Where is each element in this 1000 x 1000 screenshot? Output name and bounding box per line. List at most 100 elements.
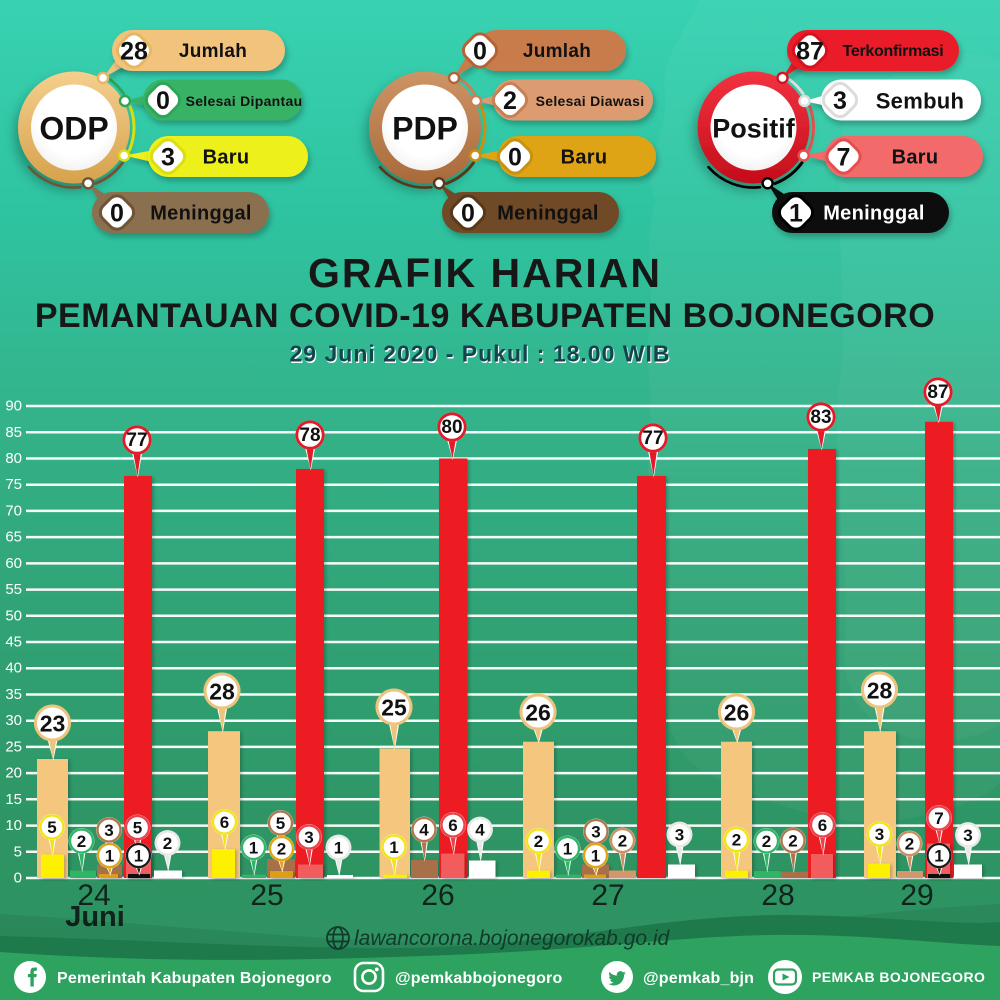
- svg-text:7: 7: [837, 144, 851, 172]
- svg-text:83: 83: [810, 407, 831, 428]
- svg-text:Jumlah: Jumlah: [523, 41, 591, 62]
- svg-text:28: 28: [867, 678, 893, 704]
- svg-text:26: 26: [525, 700, 551, 726]
- svg-text:6: 6: [818, 816, 827, 835]
- svg-text:1: 1: [591, 847, 600, 866]
- svg-text:2: 2: [905, 835, 914, 854]
- svg-text:Juni: Juni: [65, 901, 125, 933]
- svg-text:77: 77: [642, 428, 663, 449]
- svg-text:40: 40: [5, 660, 22, 677]
- svg-text:3: 3: [104, 821, 113, 840]
- svg-text:20: 20: [5, 765, 22, 782]
- svg-text:25: 25: [381, 695, 407, 721]
- svg-text:77: 77: [126, 430, 147, 451]
- svg-text:PEMANTAUAN COVID-19 KABUPATEN: PEMANTAUAN COVID-19 KABUPATEN BOJONEGORO: [35, 297, 935, 335]
- svg-text:PEMKAB BOJONEGORO: PEMKAB BOJONEGORO: [812, 969, 985, 985]
- svg-text:29 Juni 2020 - Pukul : 18.00 W: 29 Juni 2020 - Pukul : 18.00 WIB: [290, 341, 671, 367]
- svg-text:35: 35: [5, 686, 22, 703]
- svg-text:1: 1: [334, 839, 343, 858]
- svg-text:85: 85: [5, 424, 22, 441]
- svg-text:50: 50: [5, 607, 22, 624]
- svg-text:10: 10: [5, 817, 22, 834]
- svg-text:3: 3: [591, 823, 600, 842]
- svg-text:Selesai Diawasi: Selesai Diawasi: [536, 93, 645, 109]
- svg-text:5: 5: [47, 818, 56, 837]
- svg-text:2: 2: [762, 832, 771, 851]
- svg-text:87: 87: [927, 382, 948, 403]
- svg-text:70: 70: [5, 502, 22, 519]
- svg-text:2: 2: [788, 832, 797, 851]
- svg-text:0: 0: [508, 144, 522, 172]
- svg-text:1: 1: [934, 847, 943, 866]
- svg-text:Pemerintah Kabupaten Bojonegor: Pemerintah Kabupaten Bojonegoro: [57, 970, 332, 987]
- svg-text:Meninggal: Meninggal: [150, 203, 252, 225]
- svg-text:60: 60: [5, 555, 22, 572]
- svg-text:6: 6: [448, 816, 457, 835]
- svg-text:1: 1: [389, 838, 398, 857]
- svg-text:@pemkab_bjn: @pemkab_bjn: [643, 970, 754, 987]
- svg-text:2: 2: [618, 832, 627, 851]
- svg-text:6: 6: [220, 813, 229, 832]
- svg-text:@pemkabbojonegoro: @pemkabbojonegoro: [395, 970, 562, 987]
- svg-text:Baru: Baru: [561, 147, 608, 169]
- svg-text:25: 25: [250, 879, 283, 912]
- svg-text:2: 2: [534, 832, 543, 851]
- svg-text:3: 3: [833, 87, 847, 115]
- svg-text:2: 2: [77, 832, 86, 851]
- svg-text:3: 3: [963, 826, 972, 845]
- svg-text:0: 0: [14, 870, 22, 887]
- svg-text:0: 0: [156, 87, 170, 115]
- svg-text:25: 25: [5, 738, 22, 755]
- svg-text:45: 45: [5, 634, 22, 651]
- svg-text:1: 1: [563, 840, 572, 859]
- svg-text:Terkonfirmasi: Terkonfirmasi: [843, 43, 944, 60]
- svg-text:26: 26: [421, 879, 454, 912]
- svg-text:0: 0: [461, 200, 475, 228]
- svg-text:29: 29: [900, 879, 933, 912]
- svg-text:GRAFIK HARIAN: GRAFIK HARIAN: [308, 250, 662, 296]
- svg-text:28: 28: [209, 679, 235, 705]
- svg-text:15: 15: [5, 791, 22, 808]
- svg-text:Meninggal: Meninggal: [823, 203, 925, 225]
- svg-text:Baru: Baru: [892, 147, 939, 169]
- svg-text:55: 55: [5, 581, 22, 598]
- svg-text:3: 3: [875, 825, 884, 844]
- svg-text:0: 0: [110, 200, 124, 228]
- svg-text:5: 5: [276, 814, 285, 833]
- svg-text:4: 4: [475, 821, 485, 840]
- svg-text:2: 2: [163, 834, 172, 853]
- svg-text:3: 3: [675, 826, 684, 845]
- svg-text:87: 87: [796, 38, 824, 66]
- svg-text:Baru: Baru: [203, 147, 250, 169]
- svg-text:78: 78: [299, 425, 320, 446]
- svg-text:2: 2: [277, 840, 286, 859]
- svg-text:5: 5: [14, 843, 22, 860]
- svg-text:0: 0: [473, 38, 487, 66]
- svg-text:2: 2: [503, 87, 517, 115]
- svg-text:3: 3: [161, 144, 175, 172]
- svg-text:1: 1: [789, 200, 803, 228]
- svg-text:1: 1: [105, 847, 114, 866]
- svg-text:2: 2: [732, 831, 741, 850]
- svg-text:3: 3: [304, 828, 313, 847]
- svg-text:28: 28: [761, 879, 794, 912]
- svg-text:80: 80: [441, 417, 462, 438]
- svg-text:Sembuh: Sembuh: [876, 89, 965, 114]
- svg-text:75: 75: [5, 476, 22, 493]
- svg-text:5: 5: [133, 819, 142, 838]
- svg-text:Jumlah: Jumlah: [179, 41, 247, 62]
- svg-text:26: 26: [724, 700, 750, 726]
- svg-text:30: 30: [5, 712, 22, 729]
- svg-text:Meninggal: Meninggal: [497, 203, 599, 225]
- svg-text:1: 1: [134, 847, 143, 866]
- svg-text:4: 4: [419, 821, 429, 840]
- svg-text:PDP: PDP: [392, 111, 458, 147]
- svg-text:ODP: ODP: [39, 111, 108, 147]
- svg-text:1: 1: [249, 839, 258, 858]
- svg-text:27: 27: [591, 879, 624, 912]
- svg-text:24: 24: [77, 879, 110, 912]
- svg-text:lawancorona.bojonegorokab.go.i: lawancorona.bojonegorokab.go.id: [354, 927, 671, 950]
- svg-text:7: 7: [934, 809, 943, 828]
- svg-text:Positif: Positif: [712, 114, 796, 144]
- svg-text:80: 80: [5, 450, 22, 467]
